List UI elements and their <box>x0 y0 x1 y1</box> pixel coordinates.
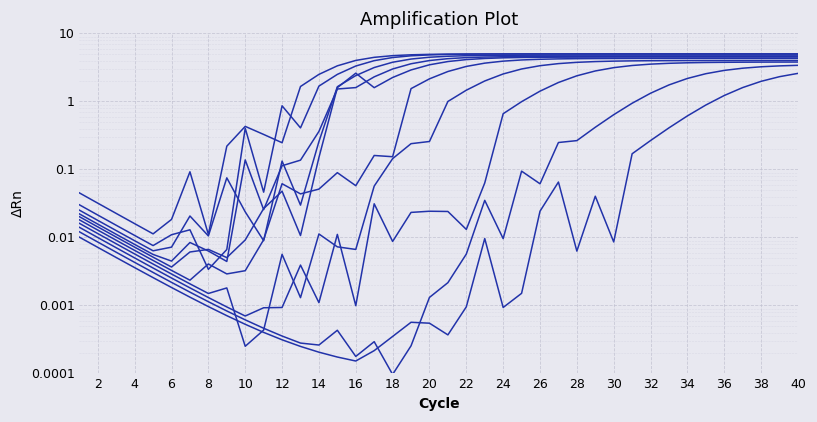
Y-axis label: ΔRn: ΔRn <box>11 189 25 217</box>
Title: Amplification Plot: Amplification Plot <box>359 11 518 29</box>
X-axis label: Cycle: Cycle <box>417 397 459 411</box>
